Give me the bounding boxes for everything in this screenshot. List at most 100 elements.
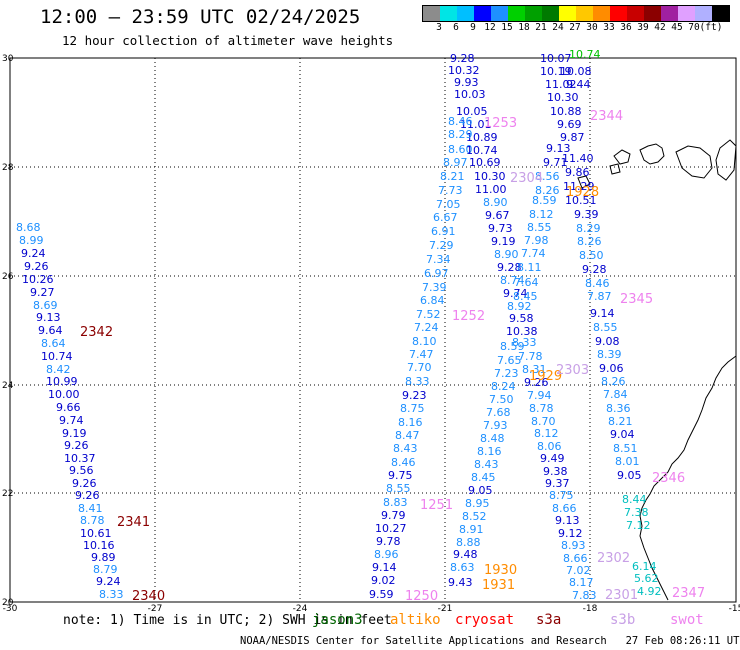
wave-height-value: 7.84 [603,388,628,401]
latitude-tick-label: 24 [2,381,14,391]
wave-height-colorbar [422,5,730,22]
wave-height-value: 10.61 [80,527,112,540]
wave-height-value: 9.04 [610,428,635,441]
wave-height-value: 7.39 [422,281,447,294]
wave-height-value: 8.55 [386,482,411,495]
wave-height-value: 8.52 [462,510,487,523]
colorbar-label: 6 [453,22,459,33]
wave-height-value: 8.11 [517,261,542,274]
colorbar-label: 21 [535,22,547,33]
satellite-swot: swot [670,612,704,628]
map-frame [9,57,737,603]
pass-time-label: 2340 [132,589,165,604]
wave-height-value: 8.26 [577,235,602,248]
wave-height-value: 9.26 [72,477,97,490]
wave-height-value: 8.66 [563,552,588,565]
wave-height-value: 7.73 [438,184,463,197]
colorbar-swatch [423,6,440,21]
wave-height-value: 9.27 [30,286,55,299]
wave-height-value: 8.56 [535,170,560,183]
wave-height-value: 10.16 [83,539,115,552]
longitude-tick-label: -15 [729,604,740,614]
wave-height-value: 10.51 [565,194,597,207]
colorbar-swatch [542,6,559,21]
wave-height-value: 8.33 [99,588,124,601]
wave-height-value: 10.07 [540,52,572,65]
wave-height-value: 10.30 [474,170,506,183]
wave-height-value: 8.12 [534,427,559,440]
wave-height-value: 9.44 [566,78,591,91]
wave-height-value: 7.65 [497,354,522,367]
pass-time-label: 1251 [420,498,453,513]
wave-height-tracks: 8.688.999.249.2610.269.278.699.139.648.6… [16,48,662,602]
pass-time-label: 2301 [605,588,638,603]
wave-height-value: 8.55 [527,221,552,234]
wave-height-value: 10.32 [448,64,480,77]
wave-height-value: 8.55 [593,321,618,334]
wave-height-value: 8.26 [535,184,560,197]
wave-height-value: 10.74 [41,350,73,363]
wave-height-value: 10.27 [375,522,407,535]
wave-height-value: 9.13 [546,142,571,155]
wave-height-value: 8.51 [613,442,638,455]
wave-height-value: 8.74 [500,274,525,287]
pass-time-label: 2345 [620,292,653,307]
wave-height-value: 7.74 [521,247,546,260]
wave-height-value: 9.48 [453,548,478,561]
wave-height-value: 7.34 [426,253,451,266]
colorbar-label: 30 [586,22,598,33]
wave-height-value: 7.64 [514,276,539,289]
pass-time-label: 2303 [556,363,589,378]
wave-height-value: 9.05 [617,469,642,482]
wave-height-value: 10.37 [64,452,96,465]
pass-time-label: 1250 [405,589,438,604]
wave-height-value: 9.56 [69,464,94,477]
wave-height-value: 8.66 [552,502,577,515]
wave-height-value: 8.78 [80,514,105,527]
wave-height-value: 8.95 [465,497,490,510]
wave-height-value: 10.08 [560,65,592,78]
pass-time-label: 2347 [672,586,705,601]
colorbar-swatch [695,6,712,21]
pass-labels: 2342 2341 2340 1253 2344 2304 1928 2345 1252 1929… [80,109,705,604]
wave-height-value: 7.87 [587,290,612,303]
pass-time-label: 2346 [652,471,685,486]
wave-height-value: 8.24 [491,380,516,393]
wave-height-value: 5.62 [634,572,659,585]
colorbar-label: 33 [603,22,615,33]
colorbar-swatch [644,6,661,21]
wave-height-value: 8.43 [393,442,418,455]
wave-height-value: 8.99 [19,234,44,247]
wave-height-value: 11.01 [460,118,492,131]
pass-time-label: 1928 [566,185,599,200]
colorbar-swatch [610,6,627,21]
wave-height-value: 8.44 [622,493,647,506]
colorbar-swatch [440,6,457,21]
wave-height-value: 9.43 [448,576,473,589]
colorbar-label: 9 [470,22,476,33]
wave-height-value: 9.69 [557,118,582,131]
wave-height-value: 8.78 [529,402,554,415]
wave-height-value: 7.50 [489,393,514,406]
wave-height-value: 8.59 [532,194,557,207]
axis-ticks: 30 28 26 24 22 20-30 -27 -24 -21 -18 -15 [2,54,740,614]
wave-height-value: 9.73 [488,222,513,235]
wave-height-value: 10.69 [469,156,501,169]
wave-height-value: 7.78 [518,350,543,363]
map-title: 12:00 – 23:59 UTC 02/24/2025 [40,6,361,28]
wave-height-value: 10.00 [48,388,80,401]
pass-time-label: 2342 [80,325,113,340]
pass-time-label: 2302 [597,551,630,566]
map-grid [10,58,736,602]
wave-height-value: 7.94 [527,389,552,402]
wave-height-value: 10.88 [550,105,582,118]
pass-time-label: 1253 [484,116,517,131]
wave-height-value: 8.68 [16,221,41,234]
wave-height-value: 10.19 [540,65,572,78]
wave-height-value: 8.70 [531,415,556,428]
wave-height-value: 9.37 [545,477,570,490]
pass-time-label: 2344 [590,109,623,124]
wave-height-value: 8.33 [405,375,430,388]
wave-height-value: 9.26 [75,489,100,502]
colorbar-swatch [576,6,593,21]
